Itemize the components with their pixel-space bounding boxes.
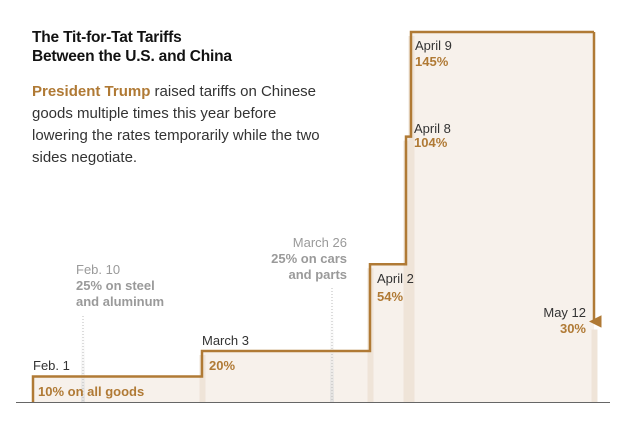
title-line-2: Between the U.S. and China	[32, 48, 232, 65]
area-layer	[33, 32, 598, 402]
value-label-april-9: 145%	[415, 54, 449, 69]
note-line1-march-26: 25% on cars	[271, 251, 347, 266]
value-label-feb-1: 10% on all goods	[38, 384, 144, 399]
title-line-1: The Tit-for-Tat Tariffs	[32, 29, 182, 46]
date-label-feb-10: Feb. 10	[76, 262, 120, 277]
date-label-feb-1: Feb. 1	[33, 358, 70, 373]
date-label-april-8: April 8	[414, 121, 451, 136]
note-line2-feb-10: and aluminum	[76, 294, 164, 309]
subtitle-highlight: President Trump	[32, 83, 151, 100]
date-label-march-3: March 3	[202, 333, 249, 348]
value-label-march-3: 20%	[209, 358, 235, 373]
guide-layer	[81, 288, 334, 402]
line-layer	[16, 30, 610, 403]
date-label-april-9: April 9	[415, 38, 452, 53]
date-label-may-12: May 12	[543, 305, 586, 320]
value-label-april-2: 54%	[377, 289, 403, 304]
tariff-area	[33, 32, 594, 402]
value-label-may-12: 30%	[560, 321, 586, 336]
note-line1-feb-10: 25% on steel	[76, 278, 155, 293]
value-label-april-8: 104%	[414, 135, 448, 150]
chart-title: The Tit-for-Tat Tariffs Between the U.S.…	[32, 28, 292, 66]
date-label-march-26: March 26	[293, 235, 347, 250]
subtitle-text: raised tariffs on Chinese goods multiple…	[32, 83, 320, 166]
tariff-step-line	[31, 30, 594, 402]
chart-subtitle: President Trump raised tariffs on Chines…	[32, 81, 332, 169]
note-line2-march-26: and parts	[288, 267, 347, 282]
date-label-april-2: April 2	[377, 271, 414, 286]
